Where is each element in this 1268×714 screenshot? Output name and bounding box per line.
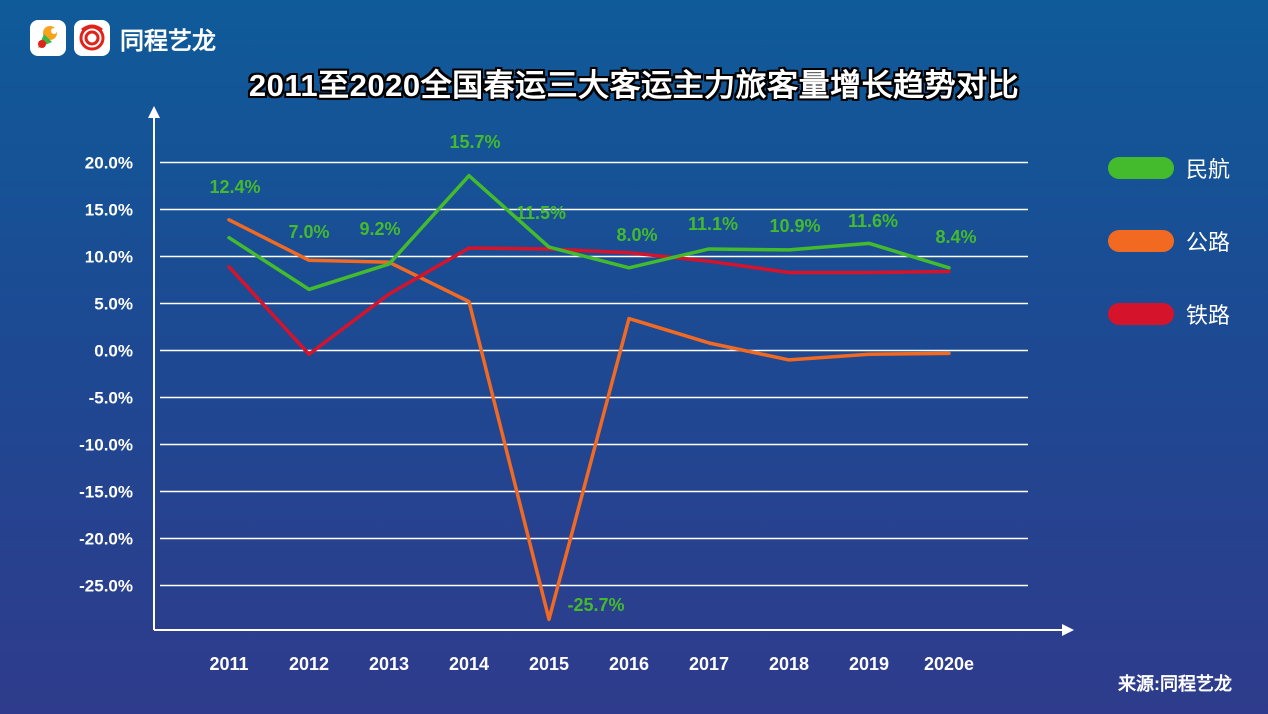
- data-label: 11.5%: [516, 203, 566, 223]
- y-tick-label: 0.0%: [94, 342, 133, 361]
- x-tick-label: 2013: [369, 654, 409, 674]
- legend-label: 铁路: [1186, 303, 1231, 328]
- y-tick-label: 15.0%: [85, 201, 133, 220]
- y-tick-label: 10.0%: [85, 248, 133, 267]
- chart-title: 2011至2020全国春运三大客运主力旅客量增长趋势对比: [248, 68, 1020, 103]
- x-tick-label: 2016: [609, 654, 649, 674]
- data-label: -25.7%: [567, 595, 624, 615]
- legend-swatch: [1108, 230, 1174, 252]
- x-tick-label: 2018: [769, 654, 809, 674]
- y-tick-label: -15.0%: [79, 483, 133, 502]
- x-tick-label: 2020e: [924, 654, 974, 674]
- legend-item: 民航: [1108, 150, 1230, 186]
- y-axis-arrow-icon: [148, 106, 160, 118]
- tongcheng-logo-icon: [30, 20, 66, 56]
- data-label: 9.2%: [359, 219, 400, 239]
- data-label: 15.7%: [449, 132, 500, 152]
- legend-item: 铁路: [1108, 296, 1230, 332]
- x-tick-label: 2019: [849, 654, 889, 674]
- chart-legend: 民航 公路 铁路: [1108, 150, 1230, 369]
- data-label: 11.6%: [848, 211, 898, 231]
- elong-logo-icon: [74, 20, 110, 56]
- x-tick-label: 2015: [529, 654, 569, 674]
- legend-item: 公路: [1108, 223, 1230, 259]
- data-label: 8.0%: [616, 225, 657, 245]
- data-label: 11.1%: [688, 214, 738, 234]
- data-label: 10.9%: [769, 216, 820, 236]
- series-line-公路: [227, 218, 951, 622]
- y-tick-label: 20.0%: [85, 154, 133, 173]
- data-label: 12.4%: [209, 177, 260, 197]
- y-tick-label: -5.0%: [89, 389, 133, 408]
- x-axis-arrow-icon: [1062, 624, 1074, 636]
- y-tick-label: -25.0%: [79, 577, 133, 596]
- brand-logo: 同程艺龙: [30, 20, 216, 56]
- legend-label: 民航: [1186, 157, 1231, 182]
- series-line-民航: [227, 173, 951, 292]
- x-tick-label: 2012: [289, 654, 329, 674]
- legend-swatch: [1108, 303, 1174, 325]
- x-tick-label: 2014: [449, 654, 489, 674]
- x-tick-label: 2011: [209, 654, 248, 674]
- y-tick-label: 5.0%: [94, 295, 133, 314]
- brand-name: 同程艺龙: [120, 27, 216, 55]
- y-tick-label: -20.0%: [79, 530, 133, 549]
- legend-label: 公路: [1186, 230, 1231, 255]
- legend-swatch: [1108, 157, 1174, 179]
- x-tick-label: 2017: [689, 654, 729, 674]
- data-label: 7.0%: [288, 222, 329, 242]
- series-line-铁路: [227, 246, 951, 357]
- y-tick-label: -10.0%: [79, 436, 133, 455]
- source-note: 来源:同程艺龙: [1118, 674, 1232, 694]
- data-label: 8.4%: [935, 227, 976, 247]
